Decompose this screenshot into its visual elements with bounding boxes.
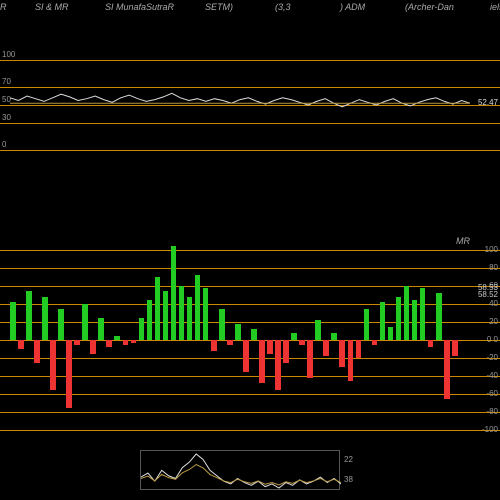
gridline [0,150,500,151]
mr-bar [34,340,40,363]
mini-line-chart [141,451,341,491]
mr-bar [106,340,112,347]
mr-bar [428,340,434,347]
axis-label: -40 [486,371,498,380]
mini-axis-label: 38 [344,475,353,484]
mr-bar [291,333,297,340]
mr-bar [179,286,185,340]
axis-label: 20 [489,317,498,326]
header-item: (Archer-Dan [405,2,454,12]
axis-label: -100 [482,425,498,434]
header-item: SI MunafaSutraR [105,2,174,12]
mini-panel: 2238 [140,450,340,490]
mr-bar [436,293,442,340]
mr-bar [380,302,386,340]
overlay-value: 58.52 [478,290,498,299]
mr-bar [235,324,241,340]
mr-bar [42,297,48,340]
gridline [0,268,500,269]
mr-bar [98,318,104,341]
mr-bar [18,340,24,349]
header-item: (3,3 [275,2,291,12]
rsi-panel: 100705030052.47 [0,60,500,150]
mr-bar [307,340,313,378]
mr-bar [348,340,354,381]
header-item: iels [490,2,500,12]
mr-bar [90,340,96,354]
mr-bar [420,288,426,340]
axis-label: 80 [489,263,498,272]
mr-bar [82,304,88,340]
axis-label: 0 0 [487,335,498,344]
mr-bar [283,340,289,363]
axis-label: 100 [2,50,15,59]
header-labels: R SI & MR SI MunafaSutraR SETM) (3,3 ) ADM (Ar… [0,2,500,16]
mr-bar [171,246,177,341]
mr-bar [243,340,249,372]
header-item: R [0,2,7,12]
header-item: SETM) [205,2,233,12]
rsi-line-chart [0,60,500,150]
gridline [0,358,500,359]
mr-bar [356,340,362,358]
gridline [0,430,500,431]
axis-label: -20 [486,353,498,362]
mr-bar [404,286,410,340]
gridline [0,376,500,377]
mr-bar [66,340,72,408]
mr-bar [163,291,169,341]
gridline [0,412,500,413]
current-value-label: 52.47 [478,98,498,107]
mr-bar [195,275,201,340]
mr-bar [26,291,32,341]
mr-bar [299,340,305,345]
mr-bar [315,320,321,340]
header-item: ) ADM [340,2,365,12]
mr-bar [131,340,137,343]
mr-bar [10,302,16,340]
gridline [0,394,500,395]
axis-label: -80 [486,407,498,416]
mr-bar [251,329,257,340]
mr-bar [388,327,394,341]
mr-bar [50,340,56,390]
mr-bar [331,333,337,340]
header-item: SI & MR [35,2,69,12]
mr-bar [364,309,370,341]
mr-panel: MR100806040200 0-20-40-60-80-10058.5358.… [0,250,500,430]
mr-bar [114,336,120,341]
axis-label: 100 [485,245,498,254]
mr-bar [259,340,265,383]
mr-bar [211,340,217,351]
mr-bar [139,318,145,341]
axis-label: 40 [489,299,498,308]
mr-bar [123,340,129,345]
mini-axis-label: 22 [344,455,353,464]
mr-bar [444,340,450,399]
mr-bar [339,340,345,367]
mr-bar [372,340,378,345]
mr-bar [187,297,193,340]
mr-bar [147,300,153,341]
gridline [0,250,500,251]
axis-label: -60 [486,389,498,398]
mr-label: MR [456,236,470,246]
mr-bar [452,340,458,356]
mr-bar [267,340,273,354]
mr-bar [58,309,64,341]
mr-bar [203,288,209,340]
mr-bar [275,340,281,390]
mr-bar [412,300,418,341]
mr-bar [396,297,402,340]
mr-bar [219,309,225,341]
mr-bar [74,340,80,345]
mr-bar [323,340,329,356]
mr-bar [227,340,233,345]
mr-bar [155,277,161,340]
